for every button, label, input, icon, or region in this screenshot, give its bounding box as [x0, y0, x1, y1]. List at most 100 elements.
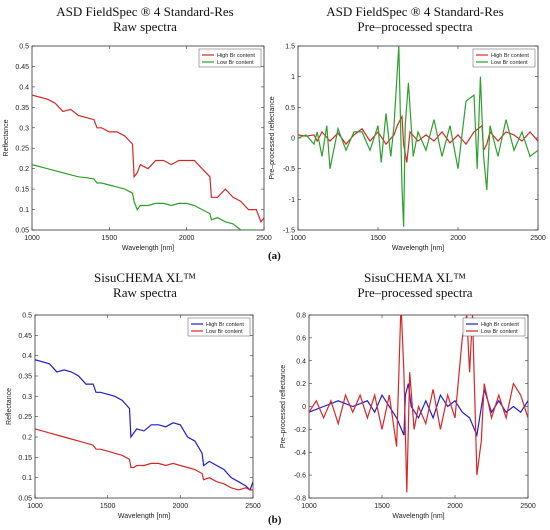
x-axis-label: Wavelength [nm]	[392, 245, 444, 252]
y-tick-label: -1.5	[283, 228, 295, 235]
legend-label: High Br content	[206, 322, 244, 328]
y-tick-label: -0.5	[283, 166, 295, 173]
y-tick-label: 0.5	[19, 44, 29, 51]
x-tick-label: 1500	[374, 503, 390, 510]
x-tick-label: 1500	[102, 235, 118, 242]
chart-title-line1: SisuCHEMA XL™	[94, 270, 196, 285]
chart-title-line1: ASD FieldSpec ® 4 Standard-Res	[56, 4, 234, 19]
legend-label: High Br content	[217, 53, 255, 59]
chart-title-sisu-preprocessed: SisuCHEMA XL™ Pre–processed spectra	[290, 270, 540, 300]
y-tick-label: 0.4	[22, 353, 32, 360]
y-tick-label: 0.45	[18, 333, 32, 340]
y-tick-label: 0.35	[15, 105, 29, 112]
y-tick-label: 0.25	[15, 146, 29, 153]
y-tick-label: -0.4	[294, 450, 306, 457]
x-axis-label: Wavelength [nm]	[392, 513, 444, 520]
y-axis-label: Reflectance	[3, 119, 10, 156]
series-line-1	[309, 315, 528, 493]
y-tick-label: 0.1	[19, 207, 29, 214]
y-tick-label: 0.6	[296, 335, 306, 342]
x-tick-label: 1000	[301, 503, 317, 510]
y-tick-label: 0	[291, 136, 295, 143]
y-tick-label: 0.5	[22, 313, 32, 320]
y-tick-label: -0.8	[294, 496, 306, 503]
legend-label: Low Br content	[481, 329, 518, 335]
y-axis-label: Pre–processed reflectance	[280, 365, 287, 448]
x-tick-label: 2500	[530, 235, 546, 242]
x-tick-label: 2000	[447, 503, 463, 510]
chart-title-sisu-raw: SisuCHEMA XL™ Raw spectra	[20, 270, 270, 300]
series-line-0	[32, 94, 264, 224]
y-tick-label: 1	[291, 74, 295, 81]
y-tick-label: 0.4	[19, 84, 29, 91]
chart-title-line2: Raw spectra	[113, 285, 177, 300]
y-tick-label: 0.3	[19, 125, 29, 132]
y-tick-label: 0.1	[22, 475, 32, 482]
y-tick-label: 0.45	[15, 64, 29, 71]
series-line-1	[298, 46, 538, 227]
y-tick-label: 0.8	[296, 313, 306, 320]
plot-area	[31, 45, 265, 231]
y-tick-label: 0.3	[22, 394, 32, 401]
y-tick-label: 0.2	[22, 435, 32, 442]
chart-panel-0: 1000 1500 2000 2500 0.05 0.1 0.15 0.2 0.25 0.3 0.3…	[3, 44, 272, 253]
y-tick-label: 0.4	[296, 358, 306, 365]
x-tick-label: 2500	[520, 503, 536, 510]
y-axis-label: Pre–processed reflectance	[269, 96, 276, 179]
x-tick-label: 1000	[290, 235, 306, 242]
legend-label: Low Br content	[206, 329, 243, 335]
x-tick-label: 2500	[245, 503, 261, 510]
legend-label: Low Br content	[217, 60, 254, 66]
y-tick-label: 0.15	[15, 187, 29, 194]
y-tick-label: 0.2	[19, 166, 29, 173]
x-axis-label: Wavelength [nm]	[122, 245, 174, 252]
x-axis-label: Wavelength [nm]	[118, 513, 170, 520]
panel-label-a: (a)	[268, 250, 281, 262]
chart-title-line2: Pre–processed spectra	[357, 19, 473, 34]
y-tick-label: 0.25	[18, 414, 32, 421]
legend-box	[462, 317, 526, 337]
x-tick-label: 2000	[179, 235, 195, 242]
y-tick-label: 0.2	[296, 381, 306, 388]
chart-panel-2: 1000 1500 2000 2500 0.05 0.1 0.15 0.2 0.25 0.3 0.3…	[6, 313, 261, 521]
chart-title-line1: SisuCHEMA XL™	[364, 270, 466, 285]
legend-box	[187, 317, 251, 337]
legend-label: High Br content	[491, 53, 529, 59]
x-tick-label: 1000	[24, 235, 40, 242]
x-tick-label: 1000	[27, 503, 43, 510]
x-tick-label: 1500	[100, 503, 116, 510]
y-tick-label: 1.5	[285, 44, 295, 51]
legend-label: High Br content	[481, 322, 519, 328]
y-tick-label: -1	[289, 197, 295, 204]
y-tick-label: -0.6	[294, 473, 306, 480]
y-tick-label: -0.2	[294, 427, 306, 434]
y-tick-label: 0.35	[18, 374, 32, 381]
chart-panel-1: 1000 1500 2000 2500 -1.5 -1 -0.5 0 0.5 1 1.5 Wavele…	[269, 44, 546, 253]
legend-box	[472, 48, 536, 68]
series-line-0	[35, 359, 253, 491]
x-tick-label: 1500	[370, 235, 386, 242]
y-tick-label: 0.5	[285, 105, 295, 112]
chart-title-line2: Raw spectra	[113, 19, 177, 34]
y-axis-label: Reflectance	[6, 388, 13, 425]
x-tick-label: 2500	[256, 235, 272, 242]
legend-label: Low Br content	[491, 60, 528, 66]
x-tick-label: 2000	[173, 503, 189, 510]
series-line-1	[32, 164, 264, 230]
y-tick-label: 0	[302, 404, 306, 411]
y-tick-label: 0.15	[18, 455, 32, 462]
series-line-1	[35, 428, 253, 491]
panel-label-b: (b)	[268, 514, 282, 526]
y-tick-label: 0.05	[18, 496, 32, 503]
plot-area	[297, 45, 539, 231]
chart-panel-3: 1000 1500 2000 2500 -0.8 -0.6 -0.4 -0.2 0 0.2 0.4 0…	[280, 313, 536, 521]
chart-title-asd-raw: ASD FieldSpec ® 4 Standard-Res Raw spect…	[20, 4, 270, 34]
chart-title-asd-preprocessed: ASD FieldSpec ® 4 Standard-Res Pre–proce…	[290, 4, 540, 34]
chart-title-line1: ASD FieldSpec ® 4 Standard-Res	[326, 4, 504, 19]
legend-box	[198, 48, 262, 68]
chart-title-line2: Pre–processed spectra	[357, 285, 473, 300]
y-tick-label: 0.05	[15, 228, 29, 235]
x-tick-label: 2000	[450, 235, 466, 242]
plot-area	[34, 314, 254, 499]
